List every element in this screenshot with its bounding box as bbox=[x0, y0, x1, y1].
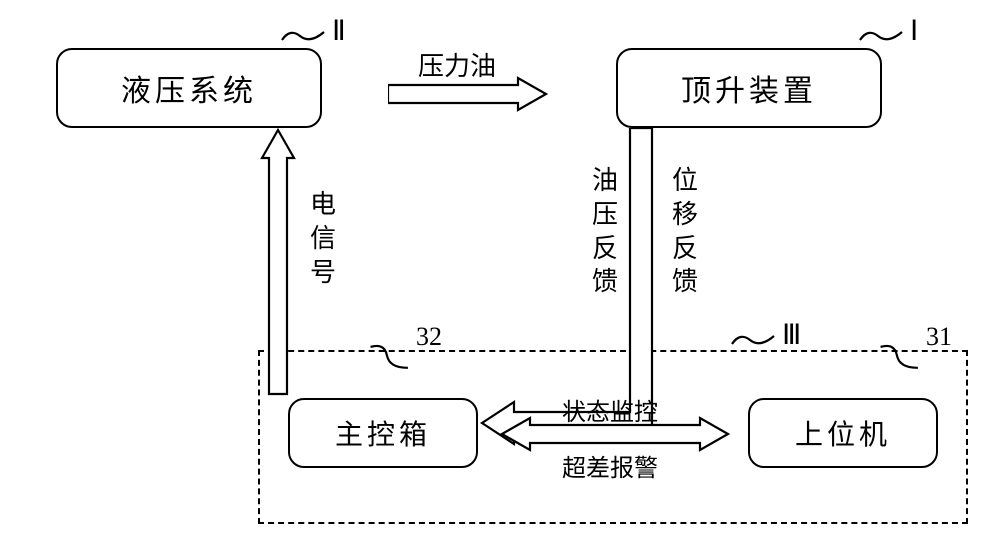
label-status-monitor: 状态监控 bbox=[562, 392, 658, 427]
label-over-tolerance-alarm: 超差报警 bbox=[562, 448, 658, 483]
ref-iii: Ⅲ bbox=[782, 318, 801, 352]
label-df-3: 反 bbox=[672, 232, 698, 266]
box-hydraulic-label: 液压系统 bbox=[121, 66, 257, 110]
ref-i: Ⅰ bbox=[910, 14, 918, 48]
label-displacement-feedback: 位 移 反 馈 bbox=[672, 164, 698, 299]
label-df-4: 馈 bbox=[672, 265, 698, 299]
label-elec-signal-1: 电 bbox=[310, 188, 336, 222]
label-df-1: 位 bbox=[672, 164, 698, 198]
label-opf-3: 反 bbox=[592, 232, 618, 266]
lead-squiggle-ii bbox=[280, 26, 328, 46]
label-df-2: 移 bbox=[672, 198, 698, 232]
arrow-elec-signal bbox=[260, 128, 296, 396]
box-jacking-label: 顶升装置 bbox=[681, 66, 817, 110]
label-elec-signal: 电 信 号 bbox=[310, 188, 336, 289]
label-opf-4: 馈 bbox=[592, 265, 618, 299]
ref-32: 32 bbox=[416, 322, 442, 352]
label-oil-pressure-feedback: 油 压 反 馈 bbox=[592, 164, 618, 299]
ref-31: 31 bbox=[926, 322, 952, 352]
label-elec-signal-2: 信 bbox=[310, 222, 336, 256]
ref-ii: Ⅱ bbox=[332, 14, 346, 48]
lead-squiggle-i bbox=[858, 26, 906, 46]
label-pressure-oil: 压力油 bbox=[418, 46, 496, 83]
label-opf-2: 压 bbox=[592, 198, 618, 232]
box-jacking-device: 顶升装置 bbox=[616, 48, 882, 128]
label-opf-1: 油 bbox=[592, 164, 618, 198]
box-hydraulic-system: 液压系统 bbox=[56, 48, 322, 128]
lead-squiggle-iii bbox=[730, 330, 778, 350]
label-elec-signal-3: 号 bbox=[310, 256, 336, 290]
